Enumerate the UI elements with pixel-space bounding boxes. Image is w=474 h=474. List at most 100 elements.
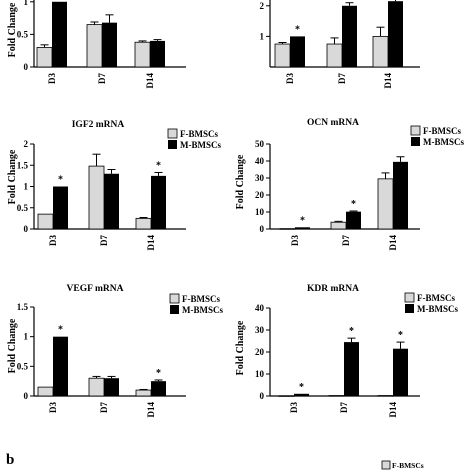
bar-m-bmscs-d7 — [346, 211, 361, 229]
legend: F-BMSCs M-BMSCs — [169, 293, 223, 315]
legend-swatch-m-bmscs — [405, 304, 414, 313]
bar-m-bmscs-d14 — [388, 1, 403, 68]
significance-star: * — [349, 326, 354, 337]
legend: F-BMSCs M-BMSCs — [410, 125, 464, 147]
y-tick-label: 1 — [24, 332, 29, 342]
y-axis-label: Fold Change — [7, 149, 18, 204]
bar-m-bmscs-d14 — [151, 381, 166, 396]
x-tick-label: D14 — [146, 402, 156, 418]
bar-f-bmscs-d14 — [134, 41, 151, 68]
y-tick-label: 1 — [24, 182, 29, 192]
x-tick-label: D3 — [47, 73, 57, 84]
y-axis-label: Fold Change — [235, 320, 246, 375]
bar-f-bmscs-d3 — [279, 228, 296, 230]
bar-m-bmscs-d7 — [104, 378, 119, 396]
bar-f-bmscs-d7 — [326, 43, 343, 68]
significance-star: * — [58, 175, 63, 186]
x-tick-label: D14 — [145, 73, 155, 89]
bar-f-bmscs-d14 — [372, 35, 389, 68]
bottom-legend: F-BMSCs — [381, 460, 424, 470]
bar-f-bmscs-d14 — [135, 389, 152, 397]
chart-top-left: Fold Change 0 0.5 1 * D3 D7 D14 — [7, 0, 186, 89]
significance-star: * — [57, 0, 62, 1]
significance-star: * — [299, 382, 304, 393]
y-tick-label: 10 — [255, 369, 265, 379]
y-tick-label: 40 — [255, 303, 265, 313]
legend: F-BMSCs M-BMSCs — [404, 292, 458, 314]
significance-star: * — [300, 215, 305, 226]
y-tick-label: 0.5 — [17, 203, 29, 213]
bar-m-bmscs-d7 — [342, 5, 357, 68]
y-axis-label: Fold Change — [7, 318, 18, 373]
bar-m-bmscs-d14 — [393, 348, 408, 396]
y-tick-label: 0 — [24, 224, 29, 234]
bar-m-bmscs-d14 — [150, 40, 165, 67]
bar-m-bmscs-d3 — [53, 336, 68, 396]
chart-igf2-mrna: IGF2 mRNA Fold Change 0 0.5 1 1.5 2 * D3 D7 * D14… — [7, 120, 221, 251]
x-tick-label: D7 — [339, 402, 349, 413]
chart-marks: 0 0.5 1 * D3 D7 D14 — [17, 0, 186, 89]
legend-label-f-bmscs: F-BMSCs — [423, 126, 461, 136]
significance-star: * — [295, 24, 300, 35]
legend-label-f-bmscs: F-BMSCs — [180, 129, 218, 139]
legend-swatch-f-bmscs — [169, 293, 180, 304]
y-tick-label: 50 — [255, 139, 265, 149]
bar-f-bmscs-d14 — [135, 217, 152, 230]
chart-vegf-mrna: VEGF mRNA Fold Change 00.511.5*D3 D7*D14 … — [7, 284, 223, 418]
significance-star: * — [398, 330, 403, 341]
y-tick-label: 30 — [255, 173, 265, 183]
legend-swatch-f-bmscs — [410, 125, 421, 136]
legend-label-m-bmscs: M-BMSCs — [423, 137, 464, 147]
chart-title: IGF2 mRNA — [72, 120, 125, 130]
x-tick-label: D7 — [341, 235, 351, 246]
x-tick-label: D3 — [48, 235, 58, 246]
y-tick-label: 20 — [255, 190, 265, 200]
x-tick-label: D14 — [146, 235, 156, 251]
legend-swatch-f-bmscs — [381, 460, 391, 470]
significance-star: * — [156, 368, 161, 379]
y-axis-label: Fold Change — [235, 154, 246, 209]
y-tick-label: 0 — [260, 224, 265, 234]
chart-marks: 0 0.5 1 1.5 * D3 D7 * D14 — [17, 302, 186, 418]
y-tick-label: 2 — [24, 139, 29, 149]
chart-kdr-mrna: KDR mRNA Fold Change 010203040*D3*D7*D14… — [235, 284, 458, 418]
y-tick-label: 20 — [255, 347, 265, 357]
bar-m-bmscs-d14 — [151, 175, 166, 229]
y-tick-label: 2 — [260, 1, 265, 11]
x-tick-label: D3 — [48, 402, 58, 413]
y-tick-label: 0 — [24, 391, 29, 401]
bar-m-bmscs-d3 — [294, 393, 309, 396]
legend-label-f-bmscs: F-BMSCs — [182, 294, 220, 304]
bar-f-bmscs-d3 — [37, 386, 54, 397]
bar-m-bmscs-d3 — [53, 186, 68, 229]
chart-marks: 0 0.5 1 1.5 2 * D3 D7 * D14 — [17, 139, 186, 251]
x-tick-label: D3 — [285, 73, 295, 84]
bar-f-bmscs-d14 — [377, 395, 394, 397]
bar-f-bmscs-d7 — [88, 165, 105, 230]
y-tick-label: 1 — [260, 31, 265, 41]
x-tick-label: D7 — [337, 73, 347, 84]
y-tick-label: 0.5 — [17, 29, 29, 39]
significance-star: * — [351, 199, 356, 210]
legend-swatch-m-bmscs — [170, 305, 179, 314]
x-tick-label: D7 — [99, 402, 109, 413]
y-tick-label: 10 — [255, 207, 265, 217]
legend-label-m-bmscs: M-BMSCs — [182, 305, 223, 315]
x-tick-label: D14 — [388, 402, 398, 418]
bar-m-bmscs-d3 — [290, 36, 305, 67]
legend-swatch-f-bmscs — [167, 128, 178, 139]
bar-m-bmscs-d3 — [52, 1, 67, 68]
legend-swatch-m-bmscs — [168, 140, 177, 149]
chart-marks: 1 2 * D3 D7 D14 — [260, 0, 420, 89]
y-tick-label: 0.5 — [17, 361, 29, 371]
bar-f-bmscs-d14 — [377, 178, 394, 230]
bar-m-bmscs-d14 — [393, 161, 408, 229]
bar-f-bmscs-d3 — [36, 47, 53, 68]
x-tick-label: D7 — [97, 73, 107, 84]
bar-m-bmscs-d7 — [102, 22, 117, 67]
x-tick-label: D3 — [289, 402, 299, 413]
y-tick-label: 30 — [255, 325, 265, 335]
legend-label-m-bmscs: M-BMSCs — [417, 304, 458, 314]
legend-swatch-m-bmscs — [411, 137, 420, 146]
